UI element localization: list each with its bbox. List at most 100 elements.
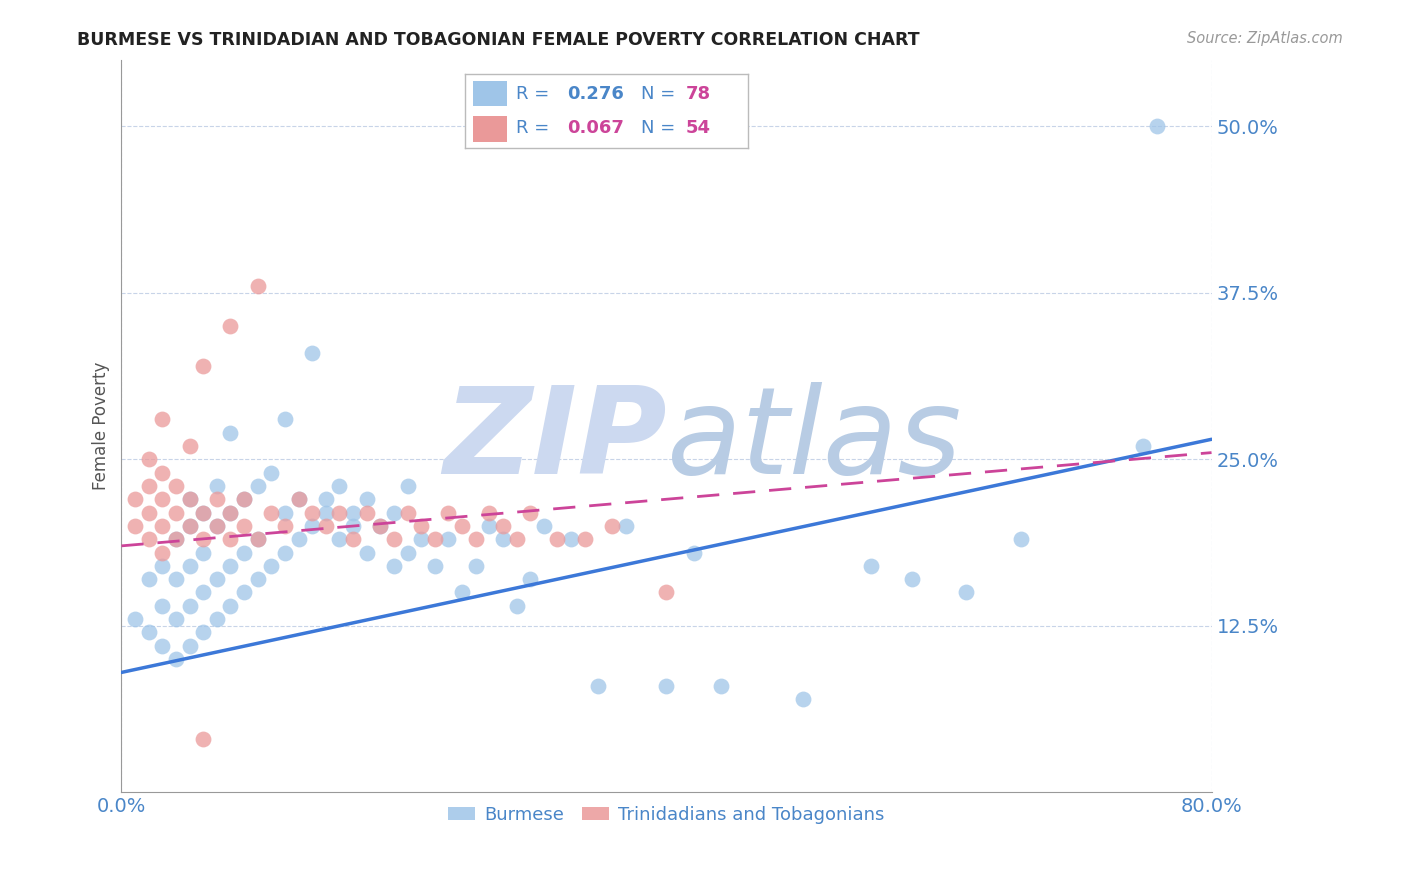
Point [193,532,215,546]
Point [1132,439,1154,453]
Point [900,572,922,586]
Point [655,679,678,693]
Point [588,679,610,693]
Point [301,519,323,533]
Point [165,572,187,586]
Point [233,492,256,507]
Point [233,492,256,507]
Point [179,439,201,453]
Point [150,545,173,559]
Point [165,532,187,546]
Point [205,612,228,626]
Point [423,558,446,573]
Point [396,506,419,520]
Point [219,599,242,613]
Point [370,519,392,533]
Point [193,585,215,599]
Point [233,519,256,533]
Point [165,479,187,493]
Point [315,492,337,507]
Point [955,585,977,599]
Point [464,532,486,546]
Point [859,558,882,573]
Point [792,692,814,706]
Point [150,639,173,653]
Point [260,506,283,520]
Point [342,532,364,546]
Point [614,519,637,533]
Point [138,532,160,546]
Point [451,519,474,533]
Point [342,519,364,533]
Point [138,625,160,640]
Point [437,506,460,520]
Point [205,519,228,533]
Point [219,425,242,440]
Point [328,532,350,546]
Point [246,279,269,293]
Point [423,532,446,546]
Point [150,492,173,507]
Point [274,506,297,520]
Point [150,519,173,533]
Point [411,532,433,546]
Point [179,519,201,533]
Point [342,506,364,520]
Point [396,545,419,559]
Point [274,519,297,533]
Point [710,679,733,693]
Point [179,558,201,573]
Point [274,545,297,559]
Point [165,532,187,546]
Point [328,506,350,520]
Point [492,532,515,546]
Point [124,519,146,533]
Point [219,532,242,546]
Point [396,479,419,493]
Point [437,532,460,546]
Point [179,492,201,507]
Y-axis label: Female Poverty: Female Poverty [93,362,110,490]
Point [287,532,309,546]
Point [193,359,215,373]
Point [478,519,501,533]
Point [150,412,173,426]
Point [193,506,215,520]
Point [193,506,215,520]
Point [315,519,337,533]
Point [356,492,378,507]
Point [505,599,527,613]
Point [356,545,378,559]
Point [219,506,242,520]
Point [138,506,160,520]
Point [138,452,160,467]
Point [179,599,201,613]
Point [124,492,146,507]
Point [150,466,173,480]
Point [179,492,201,507]
Point [274,412,297,426]
Point [411,519,433,533]
Point [301,345,323,359]
Point [533,519,555,533]
Point [315,506,337,520]
Point [301,506,323,520]
Point [382,506,405,520]
Point [356,506,378,520]
Point [205,479,228,493]
Point [205,572,228,586]
Point [165,506,187,520]
Point [574,532,596,546]
Point [219,506,242,520]
Point [464,558,486,573]
Point [655,585,678,599]
Point [246,479,269,493]
Point [165,612,187,626]
Point [179,519,201,533]
Point [219,319,242,334]
Point [233,545,256,559]
Point [451,585,474,599]
Point [233,585,256,599]
Point [370,519,392,533]
Point [546,532,568,546]
